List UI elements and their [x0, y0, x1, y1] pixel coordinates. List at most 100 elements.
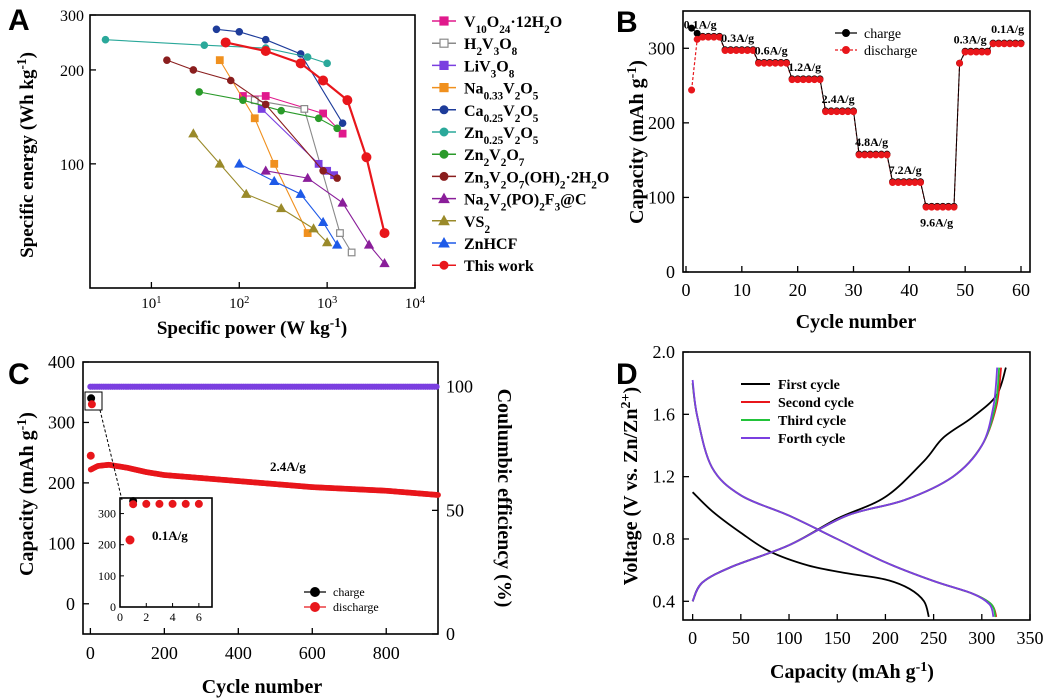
legend-label: First cycle: [778, 378, 840, 393]
legend-marker: [842, 46, 850, 54]
data-point: [215, 56, 224, 65]
series-line: [225, 41, 386, 234]
text-part: 0.25: [484, 113, 504, 125]
data-point: [189, 66, 198, 74]
y-axis-label: Voltage (V vs. Zn/Zn2+): [619, 387, 643, 585]
inset-discharge-point: [168, 499, 177, 508]
text-part: V: [482, 36, 494, 53]
discharge-point: [87, 400, 96, 409]
text-part: 5: [533, 135, 539, 147]
inset-discharge-point: [129, 500, 138, 509]
y-tick-label: 2.0: [653, 342, 676, 362]
y-tick-label: 0: [66, 594, 75, 614]
rate-label: 0.1A/g: [991, 22, 1024, 36]
data-point: [314, 159, 323, 168]
y2-tick-label: 0: [446, 624, 455, 644]
y2-tick-label: 100: [446, 377, 473, 397]
x-tick-label: 103: [317, 295, 337, 313]
inset-discharge-point: [142, 499, 151, 508]
text-part: 2: [501, 157, 507, 169]
text-part: 2: [591, 179, 597, 191]
text-part: O: [487, 14, 499, 31]
data-point: [336, 229, 344, 237]
charge-point: [688, 24, 696, 32]
text-part: 3: [484, 179, 490, 191]
text-part: Specific power (W kg: [157, 318, 330, 339]
x-tick-label: 10: [733, 280, 751, 300]
legend-label: Na2V2(PO)2F3@C: [464, 192, 587, 214]
panel-letter-c: C: [8, 358, 30, 391]
text-part: Zn: [464, 125, 484, 142]
legend-label: Zn0.25V2O5: [464, 125, 539, 147]
text-part: O: [506, 147, 518, 164]
text-part: V: [489, 192, 501, 209]
text-part: V: [464, 14, 476, 31]
data-point: [214, 158, 225, 168]
discharge-point: [850, 108, 857, 116]
text-part: 2: [560, 179, 566, 191]
x-axis-label: Cycle number: [796, 311, 917, 333]
text-part: 8: [512, 46, 518, 58]
data-point: [260, 165, 271, 175]
text-part: 1: [156, 295, 161, 306]
text-part: 2: [501, 202, 507, 214]
zoom-box: [84, 391, 103, 411]
text-part: F: [545, 192, 555, 209]
data-point: [318, 75, 329, 86]
inset-frame: [119, 497, 213, 608]
legend-label: discharge: [864, 44, 917, 59]
y-axis-label: Capacity (mAh g-1): [15, 412, 39, 576]
discharge-point: [917, 179, 924, 187]
x-tick-label: 20: [789, 280, 807, 300]
x-tick-label: 150: [824, 628, 851, 648]
text-part: Zn: [464, 169, 484, 186]
plot-frame-c: [82, 361, 439, 635]
rate-annotation: 2.4A/g: [270, 459, 306, 474]
text-part: O: [499, 36, 511, 53]
x-tick-label: 104: [405, 295, 426, 313]
text-part: Capacity (mAh g: [770, 661, 916, 683]
discharge-point: [1017, 40, 1025, 48]
data-point: [261, 92, 270, 100]
x-axis-label: Cycle number: [202, 676, 323, 698]
legend-label: VS2: [464, 214, 490, 236]
text-part: -1: [14, 58, 29, 69]
inset-discharge-point: [181, 499, 190, 508]
text-part: 5: [533, 113, 539, 125]
text-part: 10: [405, 296, 420, 312]
text-part: Na: [464, 81, 484, 98]
text-part: V: [489, 147, 501, 164]
data-point: [234, 158, 245, 168]
data-point: [195, 88, 204, 96]
text-part: Ca: [464, 103, 484, 120]
data-point: [220, 37, 231, 48]
discharge-curve: [691, 491, 930, 618]
text-part: 3: [332, 295, 337, 306]
x-tick-label: 60: [1012, 280, 1030, 300]
zoom-leader: [99, 409, 123, 501]
text-part: 2: [539, 202, 545, 214]
text-part: Capacity (mAh g: [16, 430, 38, 576]
data-point: [308, 223, 319, 233]
inset-y-tick-label: 0: [110, 600, 116, 614]
discharge-point: [984, 48, 991, 56]
plot-frame-d: [682, 351, 1031, 621]
data-point: [338, 119, 347, 127]
data-point: [323, 59, 331, 68]
x-tick-label: 30: [845, 280, 863, 300]
data-point: [295, 188, 306, 198]
y-tick-label: 0.4: [653, 591, 676, 611]
y-tick-label: 1.2: [653, 467, 676, 487]
legend-label: Zn2V2O7: [464, 147, 525, 169]
rate-label: 9.6A/g: [920, 215, 953, 229]
text-part: 2: [484, 202, 490, 214]
discharge-point: [688, 86, 696, 94]
rate-label: 0.3A/g: [721, 31, 754, 45]
panel-d: D 0 50 100 150 200 250 300 350 0.4 0.8 1.2 1.6 2.0 Cap…: [616, 342, 1044, 683]
text-part: 3: [494, 46, 500, 58]
text-part: O: [520, 125, 532, 142]
inset-annotation: 0.1A/g: [152, 528, 188, 543]
data-point: [200, 41, 209, 50]
data-point: [188, 128, 199, 138]
text-part: 3: [555, 202, 561, 214]
